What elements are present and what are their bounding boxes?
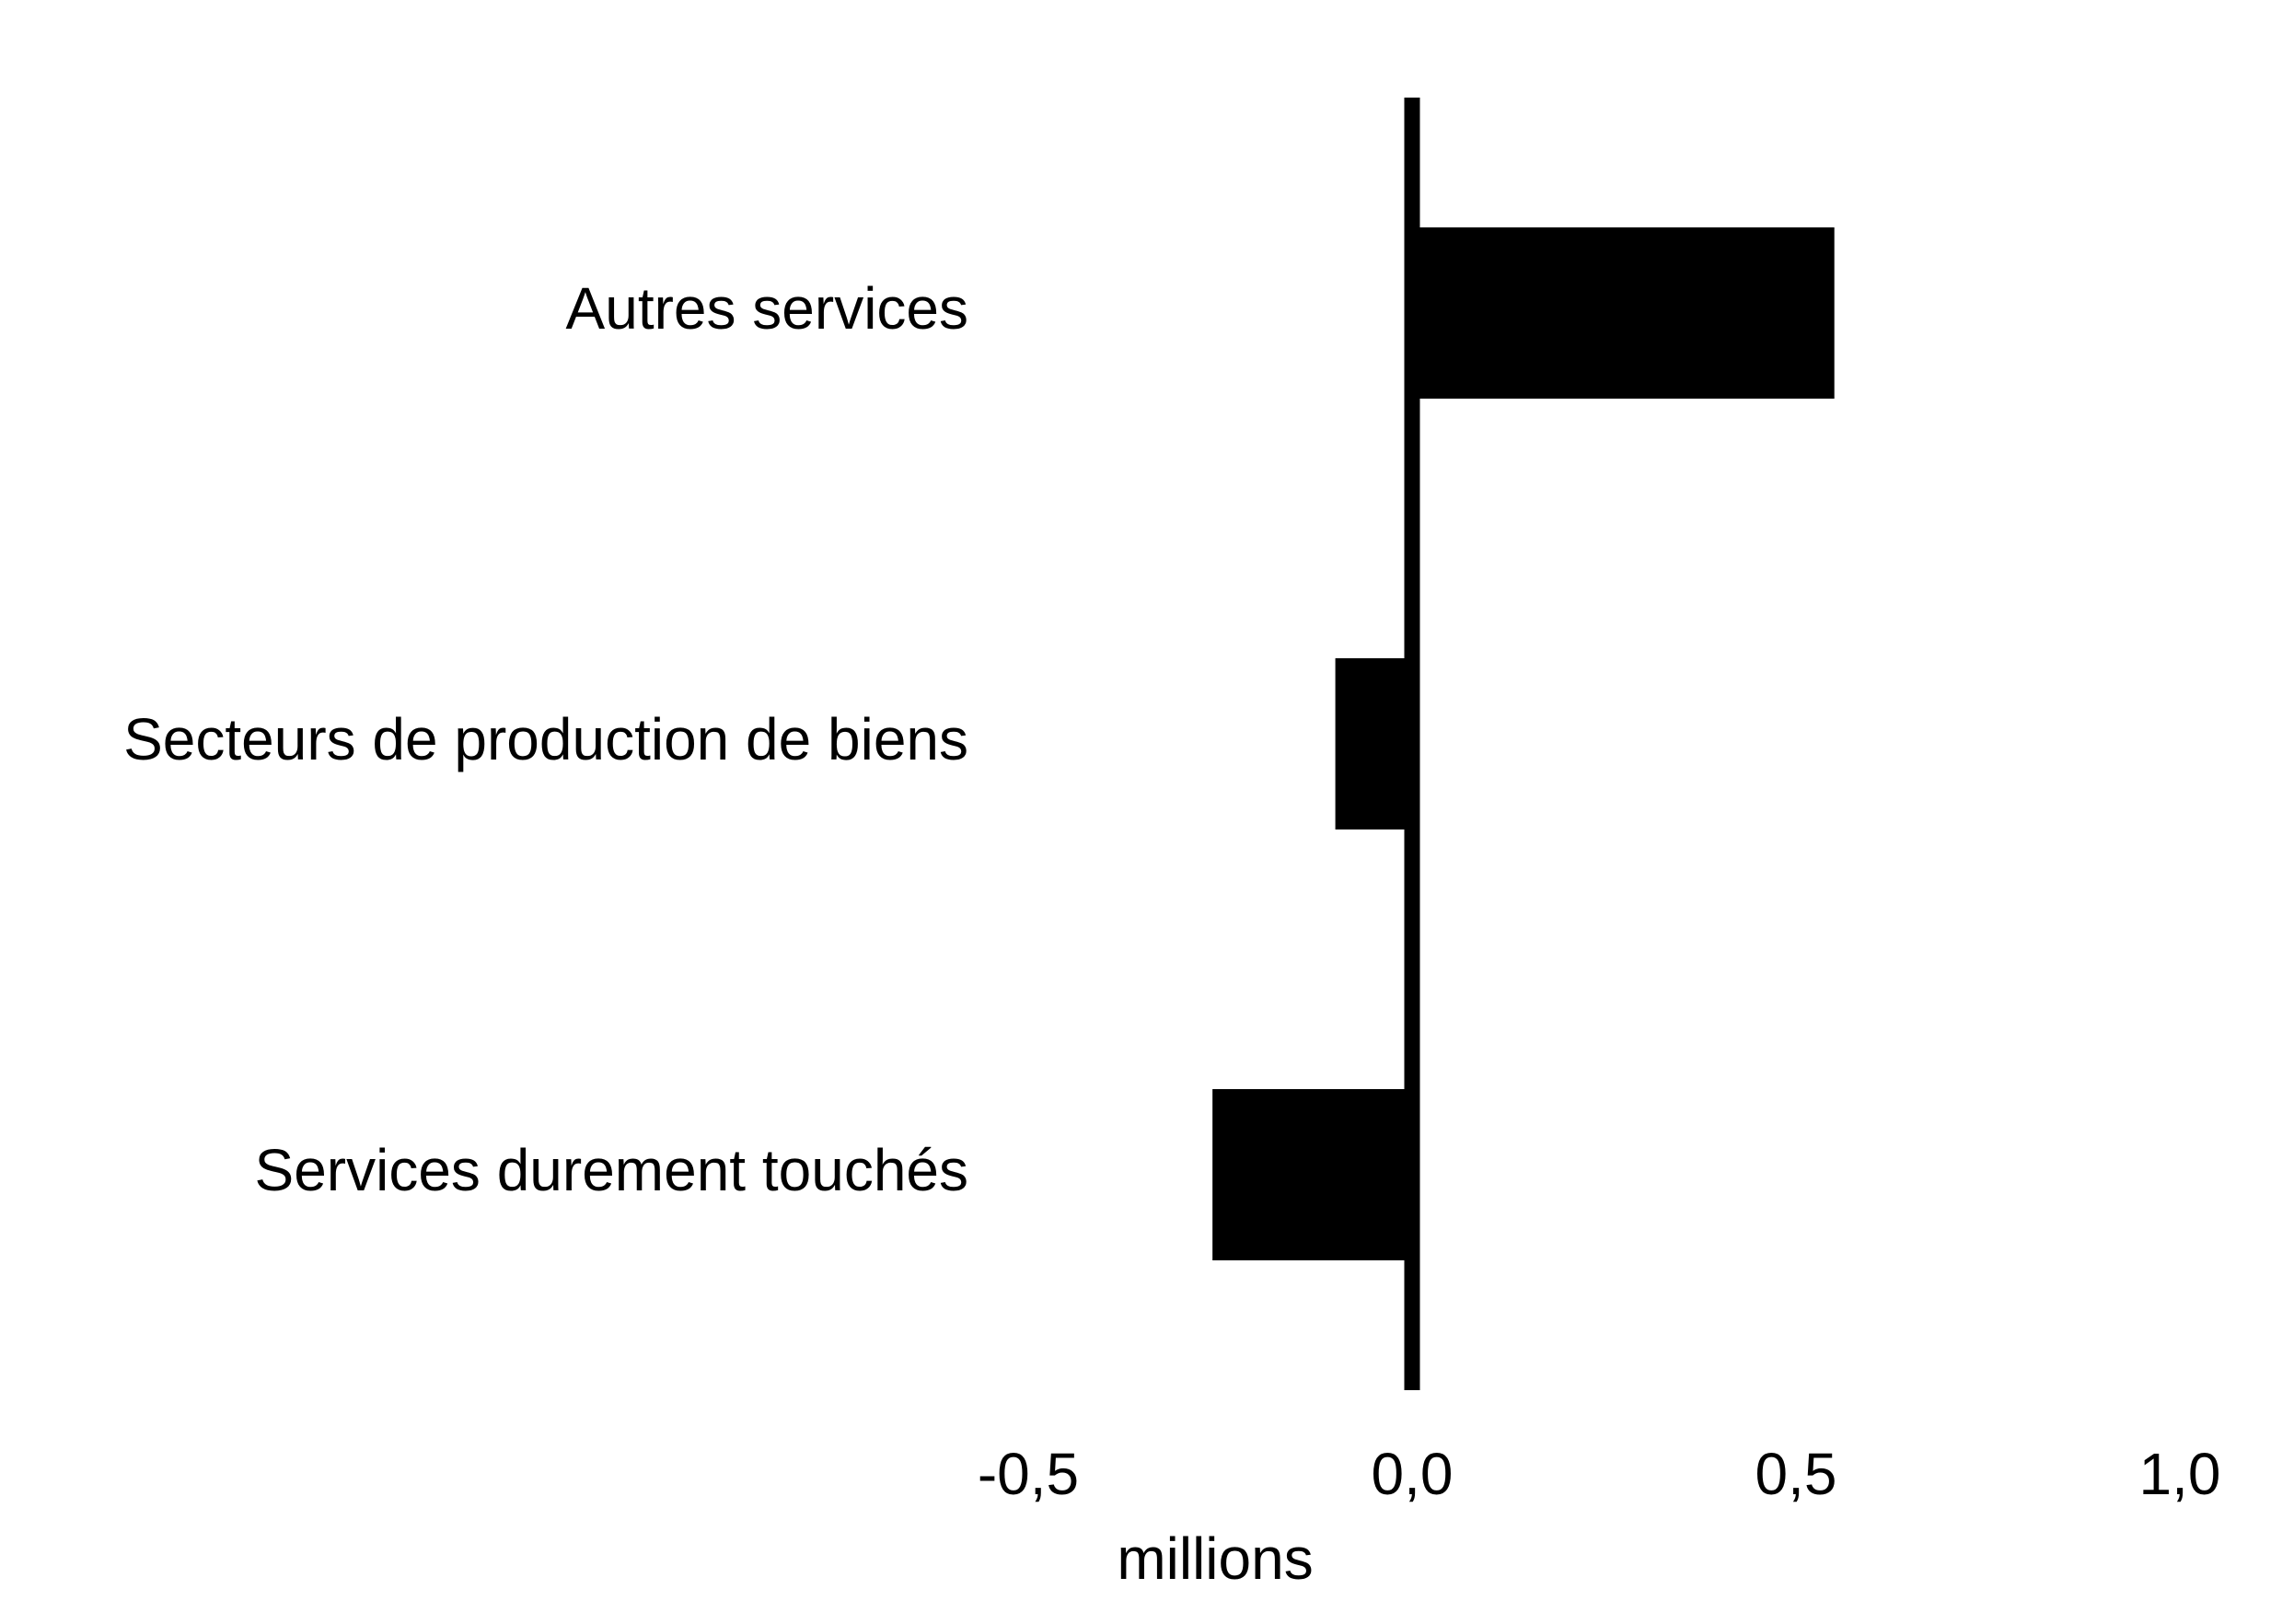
bar [1412,227,1835,399]
y-tick-label: Secteurs de production de biens [123,706,968,772]
x-tick-label: 0,5 [1755,1441,1837,1507]
bar [1212,1089,1412,1260]
y-tick-label: Services durement touchés [255,1137,969,1203]
x-tick-label: 0,0 [1372,1441,1454,1507]
y-tick-label: Autres services [566,275,968,342]
x-axis-label: millions [1117,1525,1313,1592]
x-tick-label: 1,0 [2139,1441,2221,1507]
x-tick-label: -0,5 [978,1441,1079,1507]
bar [1335,658,1412,829]
